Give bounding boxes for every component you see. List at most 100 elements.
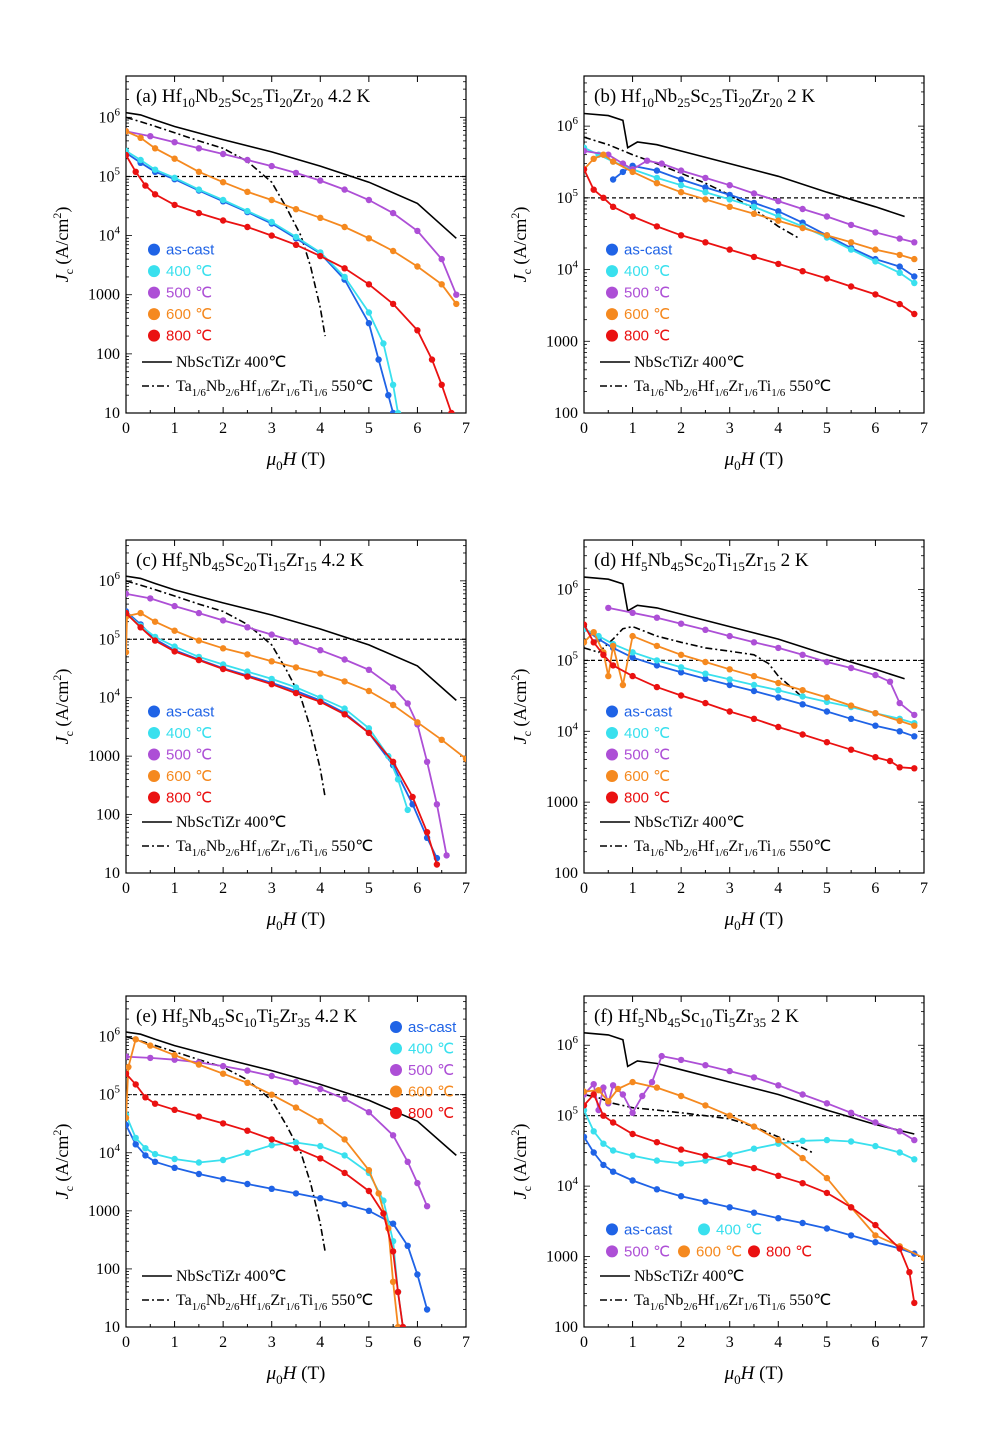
- data-point: [799, 224, 806, 232]
- data-point: [896, 235, 903, 242]
- data-point: [394, 409, 402, 413]
- data-point: [823, 232, 831, 239]
- legend-label: 800 ℃: [166, 789, 212, 806]
- data-point: [702, 1152, 709, 1159]
- data-point: [911, 1136, 918, 1144]
- data-point: [268, 1072, 275, 1080]
- data-point: [132, 1134, 139, 1142]
- data-point: [268, 162, 275, 170]
- legend-ref2-label: Ta1/6Nb2/6Hf1/6Zr1/6Ti1/6 550℃: [634, 1292, 831, 1313]
- data-point: [702, 239, 709, 246]
- data-point: [244, 1180, 251, 1188]
- data-point: [341, 656, 348, 663]
- data-point: [726, 182, 733, 189]
- x-tick-label: 2: [219, 1334, 227, 1351]
- data-point: [775, 679, 782, 687]
- x-tick-label: 2: [677, 880, 685, 897]
- data-point: [341, 711, 348, 718]
- data-point: [151, 145, 159, 152]
- data-point: [404, 1158, 411, 1166]
- data-point: [151, 1100, 159, 1107]
- data-point: [896, 1149, 903, 1156]
- data-point: [605, 1098, 612, 1105]
- data-point: [823, 213, 831, 220]
- legend-marker: [748, 1245, 760, 1258]
- data-point: [823, 1225, 831, 1232]
- data-point: [147, 1054, 154, 1062]
- data-point: [219, 617, 227, 624]
- data-point: [268, 196, 275, 204]
- data-point: [799, 1219, 806, 1227]
- data-point: [920, 1254, 924, 1262]
- data-point: [847, 664, 855, 672]
- panel-e: 0 1 2 3 4 5 6 7 10 100 1000 104 105 106 Jc (A/cm2) μ0H …: [50, 995, 470, 1387]
- data-point: [389, 300, 397, 308]
- x-tick-label: 4: [774, 1334, 782, 1351]
- data-point: [195, 1170, 203, 1178]
- x-tick-label: 4: [316, 420, 324, 437]
- legend-marker: [606, 243, 618, 256]
- data-point: [219, 1156, 227, 1164]
- x-tick-label: 7: [920, 1334, 928, 1351]
- data-point: [341, 223, 348, 231]
- data-point: [653, 683, 661, 691]
- panel-title: (d) Hf5Nb45Sc20Ti15Zr15 2 K: [594, 550, 809, 574]
- data-point: [195, 186, 203, 193]
- series-line: [126, 1055, 428, 1207]
- data-point: [702, 1157, 709, 1164]
- data-point: [775, 1082, 782, 1089]
- data-point: [609, 176, 617, 183]
- data-point: [750, 203, 758, 210]
- plot-area: [126, 575, 466, 868]
- y-tick-label: 100: [554, 405, 578, 422]
- x-tick-label: 3: [726, 420, 734, 437]
- x-tick-label: 6: [871, 1334, 879, 1351]
- legend-marker: [390, 1064, 402, 1076]
- data-point: [195, 1113, 203, 1120]
- y-tick-label: 104: [99, 687, 121, 707]
- series-line: [584, 1055, 915, 1141]
- series-500: [605, 604, 918, 719]
- data-point: [341, 1152, 348, 1159]
- data-point: [750, 1164, 758, 1172]
- data-point: [590, 186, 597, 193]
- ref-curve-tanbhfzrti: [584, 1093, 813, 1154]
- legend-label: as-cast: [166, 242, 215, 259]
- legend-label: 400 ℃: [408, 1041, 454, 1058]
- data-point: [872, 229, 879, 236]
- data-point: [317, 1195, 324, 1202]
- legend-marker: [606, 705, 618, 718]
- data-point: [268, 1142, 275, 1149]
- data-point: [365, 235, 373, 242]
- y-tick-label: 10: [104, 1319, 120, 1336]
- legend-marker: [148, 726, 160, 739]
- data-point: [799, 1180, 806, 1187]
- data-point: [847, 239, 855, 246]
- data-point: [132, 1141, 139, 1148]
- data-point: [911, 310, 918, 318]
- data-point: [677, 1160, 685, 1167]
- x-axis-label: μ0H (T): [266, 909, 326, 933]
- legend-label: 800 ℃: [624, 328, 670, 345]
- data-point: [726, 246, 733, 253]
- data-point: [394, 1288, 402, 1296]
- y-tick-label: 1000: [88, 748, 120, 765]
- data-point: [872, 1142, 879, 1150]
- data-point: [896, 1245, 903, 1252]
- data-point: [341, 1136, 348, 1143]
- ref-curve-nbsctizr: [126, 1031, 457, 1157]
- data-point: [677, 692, 685, 699]
- ref-curve-tanbhfzrti: [584, 625, 804, 699]
- data-point: [147, 133, 154, 140]
- data-point: [171, 155, 178, 162]
- data-point: [726, 666, 733, 673]
- data-point: [365, 1167, 373, 1174]
- data-point: [653, 1084, 661, 1091]
- data-point: [799, 701, 806, 708]
- legend-marker: [148, 308, 160, 321]
- series-800: [126, 609, 441, 868]
- data-point: [677, 669, 685, 676]
- series-400: [126, 147, 402, 413]
- data-point: [911, 1156, 918, 1163]
- data-point: [404, 700, 411, 707]
